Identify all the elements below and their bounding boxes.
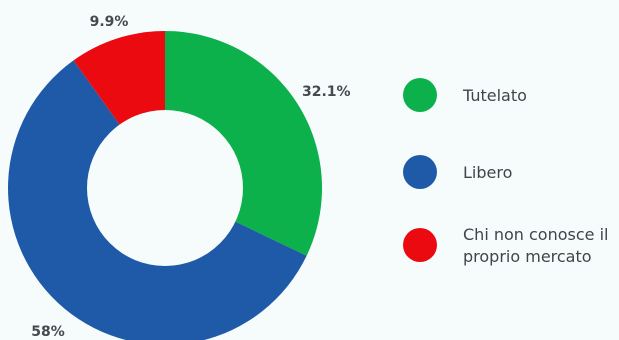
legend-item: Tutelato xyxy=(403,78,527,112)
legend-label: Libero xyxy=(463,163,512,182)
legend-label: proprio mercato xyxy=(463,247,592,266)
legend-item: Libero xyxy=(403,155,512,189)
slice-labels: 32.1% 58% 9.9% xyxy=(31,14,350,340)
legend-label: Tutelato xyxy=(462,86,527,105)
slice-label-chi: 9.9% xyxy=(90,14,129,30)
slice-label-libero: 58% xyxy=(31,324,65,340)
legend-marker xyxy=(403,78,437,112)
slice-label-tutelato: 32.1% xyxy=(302,84,351,100)
chart-legend: Tutelato Libero Chi non conosce il proprio … xyxy=(403,78,608,266)
legend-label: Chi non conosce il xyxy=(463,225,608,244)
legend-marker xyxy=(403,155,437,189)
donut-hole xyxy=(87,110,243,266)
legend-item: Chi non conosce il proprio mercato xyxy=(403,225,608,266)
legend-marker xyxy=(403,228,437,262)
